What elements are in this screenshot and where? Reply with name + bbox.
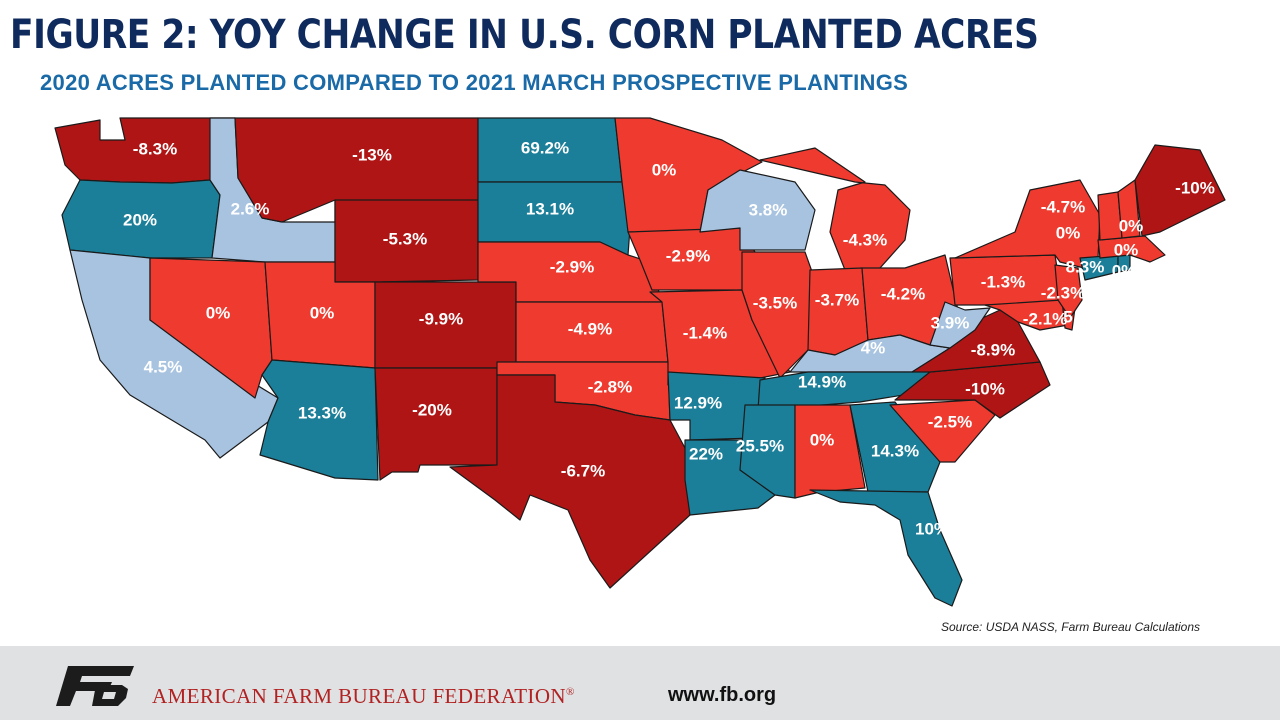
value-label-DE: 5 (1063, 307, 1072, 326)
state-WV (929, 301, 991, 349)
value-label-LA: 22% (689, 444, 723, 463)
value-label-KS: -4.9% (568, 319, 612, 338)
value-label-OH: -4.2% (881, 284, 925, 303)
value-label-NV: 0% (206, 303, 231, 322)
state-IN (807, 267, 869, 356)
value-label-ND: 69.2% (521, 138, 569, 157)
state-ME (1134, 144, 1226, 237)
value-label-WI: 3.8% (749, 200, 788, 219)
state-WI (699, 169, 816, 251)
org-name: AMERICAN FARM BUREAU FEDERATION® (152, 684, 575, 708)
state-SC (889, 399, 996, 463)
value-label-AZ: 13.3% (298, 403, 346, 422)
source-note: Source: USDA NASS, Farm Bureau Calculati… (941, 620, 1200, 634)
state-NM (374, 367, 498, 481)
value-label-CA: 4.5% (144, 357, 183, 376)
value-label-SC: -2.5% (928, 412, 972, 431)
value-label-MD: -2.1% (1023, 309, 1067, 328)
value-label-TN: 14.9% (798, 372, 846, 391)
value-label-AL: 0% (810, 430, 835, 449)
state-NH (1117, 179, 1141, 239)
value-label-ID: 2.6% (231, 199, 270, 218)
value-label-OR: 20% (123, 210, 157, 229)
value-label-RI: 0% (1112, 261, 1137, 280)
value-label-NY: -4.7% (1041, 197, 1085, 216)
value-label-MI: -4.3% (843, 230, 887, 249)
value-label-CO: -9.9% (419, 309, 463, 328)
state-NJ (1054, 264, 1083, 319)
state-NY (954, 179, 1101, 273)
value-label-NH: 0% (1119, 216, 1144, 235)
value-label-WY: -5.3% (383, 229, 427, 248)
footer-bar: AMERICAN FARM BUREAU FEDERATION® www.fb.… (0, 646, 1280, 720)
value-label-MN: 0% (652, 160, 677, 179)
value-label-OK: -2.8% (588, 377, 632, 396)
page-title: FIGURE 2: YOY CHANGE IN U.S. CORN PLANTE… (10, 12, 1039, 58)
value-label-NJ: -2.3% (1041, 283, 1085, 302)
value-label-FL: 10% (915, 519, 949, 538)
value-label-IA: -2.9% (666, 246, 710, 265)
value-label-MO: -1.4% (683, 323, 727, 342)
value-label-SD: 13.1% (526, 199, 574, 218)
value-label-MS: 25.5% (736, 436, 784, 455)
state-AZ (259, 359, 379, 481)
value-label-MT: -13% (352, 145, 392, 164)
value-label-NE: -2.9% (550, 257, 594, 276)
value-label-MA: 0% (1114, 240, 1139, 259)
value-label-AR: 12.9% (674, 393, 722, 412)
value-label-IL: -3.5% (753, 293, 797, 312)
value-label-GA: 14.3% (871, 441, 919, 460)
value-label-ME: -10% (1175, 178, 1215, 197)
state-TX (449, 374, 691, 589)
state-MA (1097, 235, 1166, 263)
page-subtitle: 2020 ACRES PLANTED COMPARED TO 2021 MARC… (40, 70, 909, 95)
value-label-NC: -10% (965, 379, 1005, 398)
state-GA (849, 401, 941, 493)
value-label-TX: -6.7% (561, 461, 605, 480)
state-IL (741, 251, 816, 379)
state-MS (739, 404, 796, 499)
value-label-CT: 8.3% (1066, 257, 1105, 276)
fb-logo-icon (56, 666, 134, 706)
value-label-VA: -8.9% (971, 340, 1015, 359)
value-label-WV: 3.9% (931, 313, 970, 332)
value-label-VT: 0% (1056, 223, 1081, 242)
value-label-NM: -20% (412, 400, 452, 419)
state-FL (809, 489, 963, 607)
value-label-UT: 0% (310, 303, 335, 322)
value-label-IN: -3.7% (815, 290, 859, 309)
website-url[interactable]: www.fb.org (668, 684, 777, 706)
value-label-PA: -1.3% (981, 272, 1025, 291)
value-label-WA: -8.3% (133, 139, 177, 158)
value-label-KY: 4% (861, 338, 886, 357)
us-corn-acres-map: -8.3% 20% 4.5% 2.6% 0% -13% -5.3% 0% 13.… (54, 117, 1226, 607)
